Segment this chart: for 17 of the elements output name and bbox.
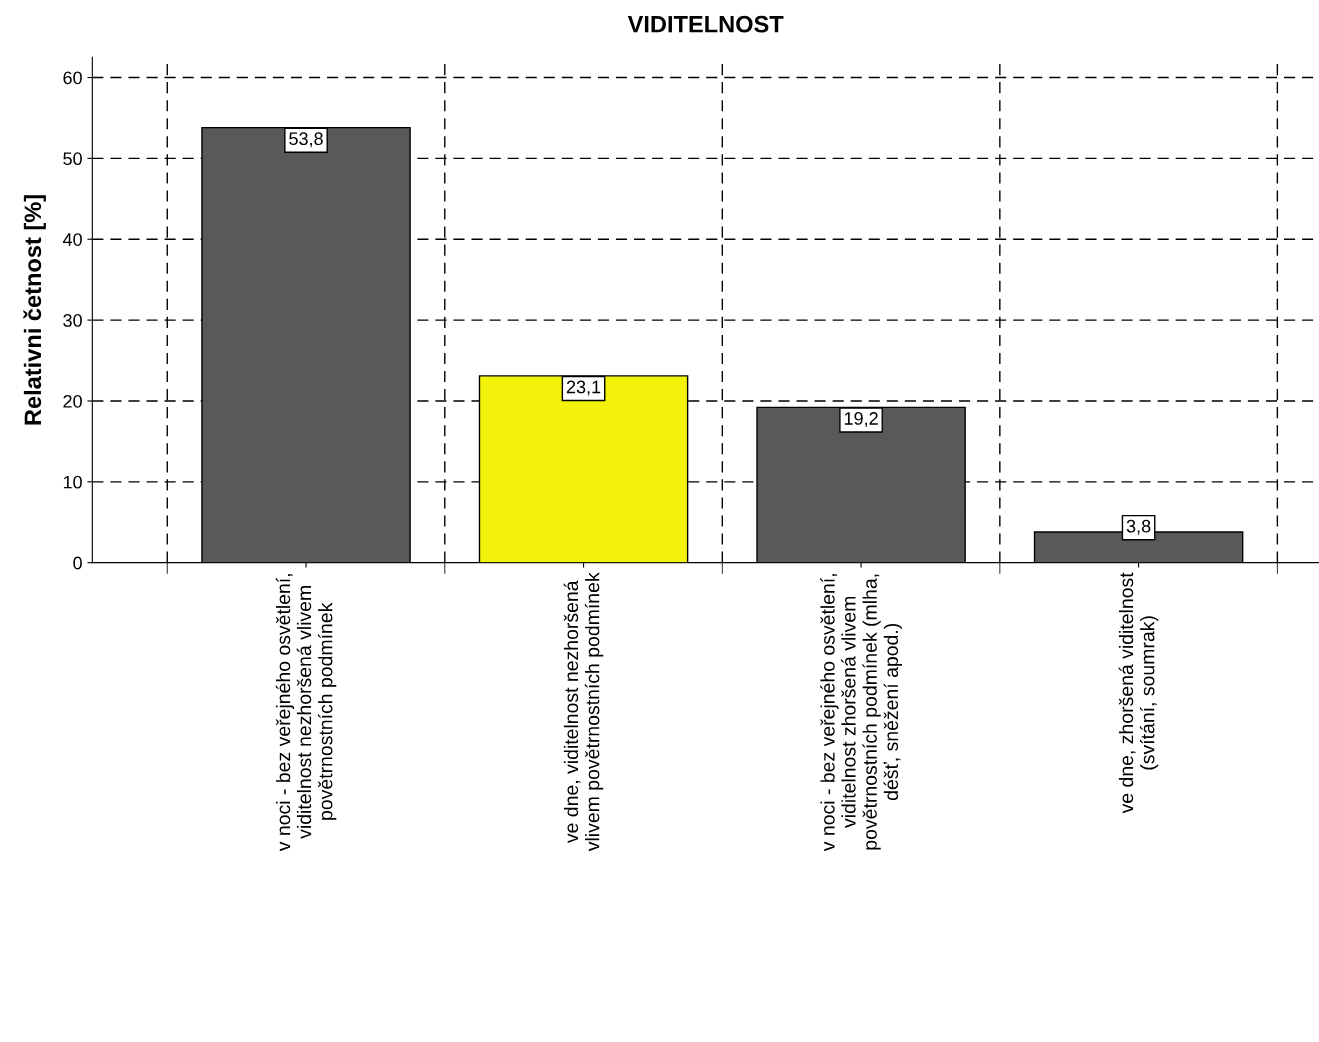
data-label: 3,8	[1126, 519, 1151, 535]
x-tick-label: v noci - bez veřejného osvětlení, viditelnost nezhoršená vlivem povětrnostních podmínek	[275, 574, 337, 852]
y-tick-label: 10	[63, 475, 82, 489]
y-tick-label: 50	[63, 152, 82, 166]
y-tick-label: 30	[63, 314, 82, 327]
x-tick-label: ve dne, zhoršená viditelnost (svítání, soumrak)	[1118, 572, 1159, 814]
chart-title: VIDITELNOST	[627, 15, 784, 33]
x-tick-label: ve dne, viditelnost nezhoršená vlivem povětrnostních podmínek	[563, 572, 604, 852]
data-label: 53,8	[289, 132, 323, 148]
y-axis-title: Relativni četnost [%]	[23, 195, 46, 425]
y-tick-label: 0	[73, 556, 82, 570]
y-tick-label: 60	[63, 71, 82, 85]
data-label: 19,2	[844, 412, 878, 427]
x-tick-label: v noci - bez veřejného osvětlení, viditelnost zhoršená vlivem povětrnostních podmínek (mlha, déšť, sněžení apod.)	[820, 574, 902, 852]
data-label: 23,1	[566, 380, 601, 396]
y-tick-label: 20	[63, 394, 82, 408]
y-tick-label: 40	[62, 233, 82, 246]
